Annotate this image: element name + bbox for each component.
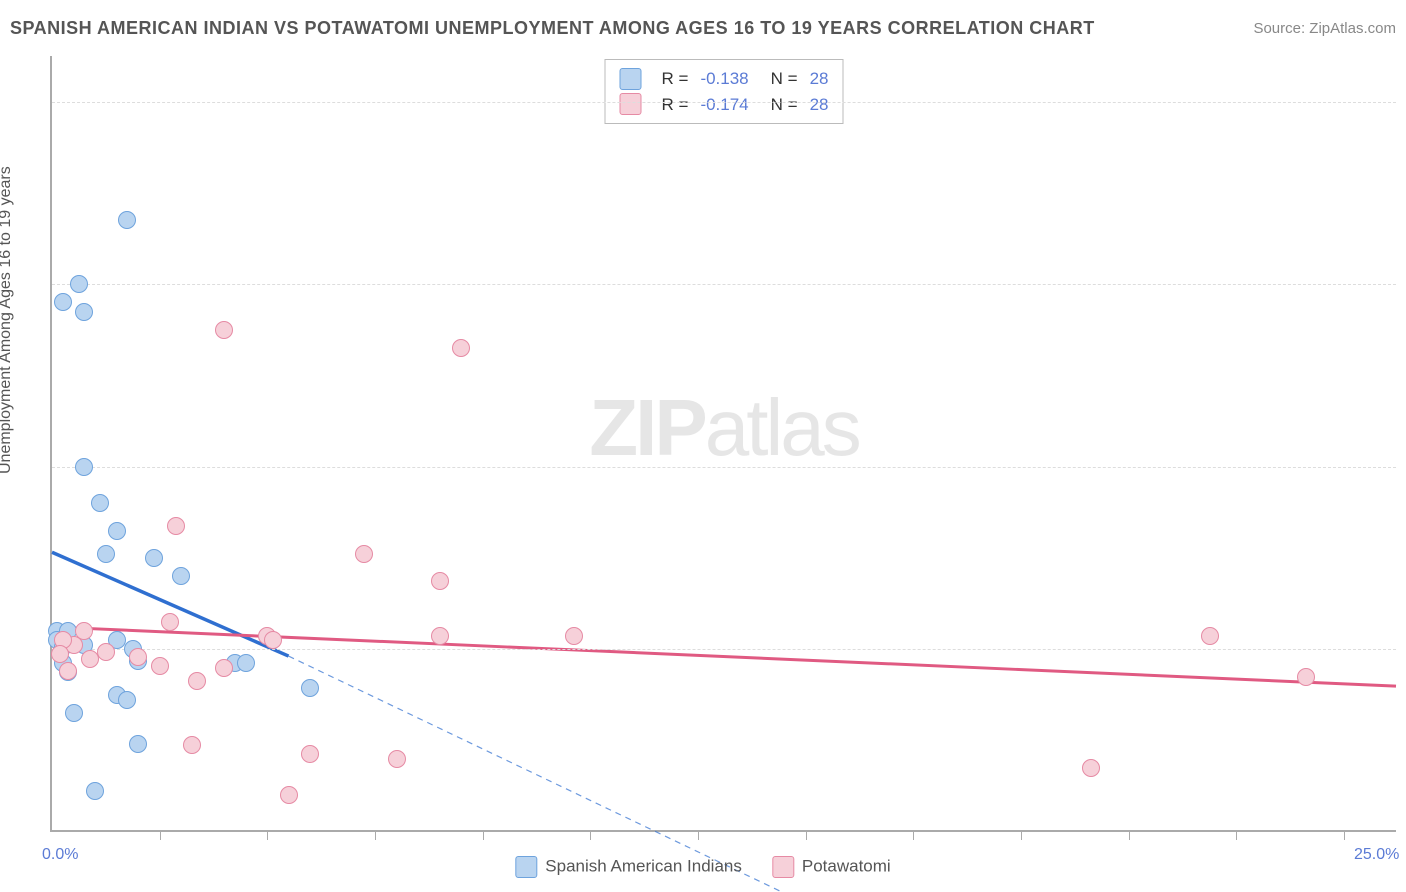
- stat-n-value: 28: [810, 66, 829, 92]
- data-point-spanish: [301, 679, 319, 697]
- data-point-spanish: [237, 654, 255, 672]
- stat-n-label: N =: [771, 66, 798, 92]
- legend-label: Potawatomi: [802, 856, 891, 875]
- data-point-potawatomi: [129, 648, 147, 666]
- data-point-potawatomi: [215, 321, 233, 339]
- watermark: ZIPatlas: [589, 382, 858, 474]
- data-point-potawatomi: [97, 643, 115, 661]
- data-point-potawatomi: [59, 662, 77, 680]
- data-point-spanish: [118, 211, 136, 229]
- x-tick: [375, 830, 376, 840]
- source-label: Source: ZipAtlas.com: [1253, 20, 1396, 37]
- plot-area: ZIPatlas R = -0.138 N = 28 R = -0.174 N = 2…: [50, 56, 1396, 832]
- x-tick: [1344, 830, 1345, 840]
- stat-n-label: N =: [771, 92, 798, 118]
- data-point-spanish: [108, 522, 126, 540]
- trend-line-potawatomi: [52, 627, 1396, 686]
- data-point-potawatomi: [264, 631, 282, 649]
- x-tick-label: 0.0%: [42, 846, 78, 864]
- legend-item: Spanish American Indians: [515, 856, 742, 878]
- data-point-potawatomi: [215, 659, 233, 677]
- stat-n-value: 28: [810, 92, 829, 118]
- data-point-potawatomi: [183, 736, 201, 754]
- stats-row: R = -0.138 N = 28: [620, 66, 829, 92]
- x-tick: [913, 830, 914, 840]
- data-point-spanish: [54, 293, 72, 311]
- data-point-potawatomi: [431, 627, 449, 645]
- data-point-spanish: [91, 494, 109, 512]
- data-point-potawatomi: [280, 786, 298, 804]
- trend-lines: [52, 56, 1396, 830]
- stats-box: R = -0.138 N = 28 R = -0.174 N = 28: [605, 59, 844, 124]
- stat-r-label: R =: [662, 92, 689, 118]
- x-tick: [160, 830, 161, 840]
- data-point-spanish: [145, 549, 163, 567]
- data-point-potawatomi: [75, 622, 93, 640]
- stats-row: R = -0.174 N = 28: [620, 92, 829, 118]
- stat-r-label: R =: [662, 66, 689, 92]
- data-point-spanish: [118, 691, 136, 709]
- data-point-potawatomi: [161, 613, 179, 631]
- data-point-spanish: [172, 567, 190, 585]
- data-point-potawatomi: [151, 657, 169, 675]
- chart-title: SPANISH AMERICAN INDIAN VS POTAWATOMI UN…: [10, 18, 1095, 39]
- data-point-potawatomi: [565, 627, 583, 645]
- data-point-potawatomi: [167, 517, 185, 535]
- data-point-spanish: [75, 458, 93, 476]
- data-point-potawatomi: [452, 339, 470, 357]
- data-point-spanish: [86, 782, 104, 800]
- data-point-potawatomi: [1082, 759, 1100, 777]
- chart-area: Unemployment Among Ages 16 to 19 years Z…: [0, 56, 1406, 892]
- data-point-potawatomi: [188, 672, 206, 690]
- swatch: [772, 856, 794, 878]
- stat-r-value: -0.138: [700, 66, 748, 92]
- gridline: [52, 102, 1396, 103]
- data-point-spanish: [129, 735, 147, 753]
- x-tick: [1236, 830, 1237, 840]
- swatch: [620, 93, 642, 115]
- data-point-potawatomi: [388, 750, 406, 768]
- title-bar: SPANISH AMERICAN INDIAN VS POTAWATOMI UN…: [10, 10, 1396, 46]
- stat-r-value: -0.174: [700, 92, 748, 118]
- legend-item: Potawatomi: [772, 856, 891, 878]
- gridline: [52, 649, 1396, 650]
- data-point-potawatomi: [1201, 627, 1219, 645]
- x-tick: [1021, 830, 1022, 840]
- legend-label: Spanish American Indians: [545, 856, 742, 875]
- gridline: [52, 467, 1396, 468]
- data-point-spanish: [65, 704, 83, 722]
- data-point-spanish: [97, 545, 115, 563]
- gridline: [52, 284, 1396, 285]
- y-axis-label: Unemployment Among Ages 16 to 19 years: [0, 166, 15, 474]
- data-point-potawatomi: [355, 545, 373, 563]
- x-tick: [267, 830, 268, 840]
- swatch: [620, 68, 642, 90]
- data-point-potawatomi: [51, 645, 69, 663]
- data-point-spanish: [75, 303, 93, 321]
- data-point-potawatomi: [1297, 668, 1315, 686]
- x-tick: [1129, 830, 1130, 840]
- x-tick: [483, 830, 484, 840]
- data-point-spanish: [70, 275, 88, 293]
- legend-bottom: Spanish American Indians Potawatomi: [515, 856, 890, 878]
- data-point-potawatomi: [301, 745, 319, 763]
- x-tick-label: 25.0%: [1354, 846, 1399, 864]
- x-tick: [806, 830, 807, 840]
- x-tick: [698, 830, 699, 840]
- data-point-potawatomi: [431, 572, 449, 590]
- x-tick: [590, 830, 591, 840]
- swatch: [515, 856, 537, 878]
